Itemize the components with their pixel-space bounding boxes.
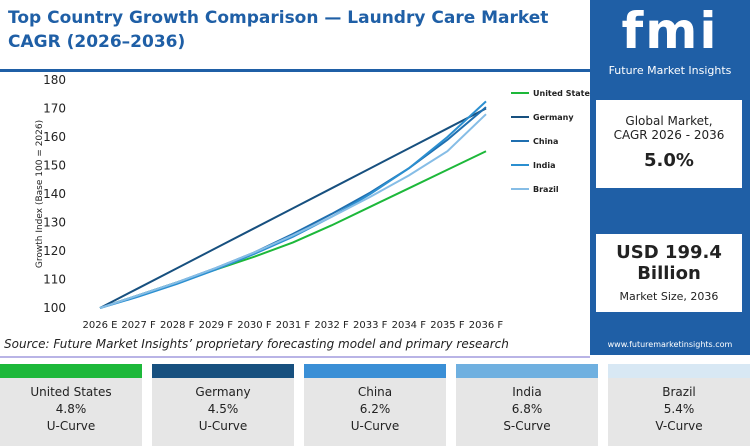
- brand: Future Market Insights: [608, 64, 732, 77]
- x-tick-label: 2030 F: [237, 320, 272, 331]
- chart: Growth Index (Base 100 = 2026) 100 110 120 1…: [35, 73, 590, 331]
- source: Source: Future Market Insights’ propriet…: [4, 337, 509, 351]
- y-tick-label: 110: [43, 273, 66, 287]
- y-tick-label: 100: [43, 301, 66, 315]
- legend-label: India: [533, 161, 556, 170]
- x-tick-label: 2036 F: [469, 320, 504, 331]
- y-tick-label: 150: [43, 159, 66, 173]
- y-tick-label: 140: [43, 187, 66, 201]
- card-cagr: 4.5%: [207, 402, 239, 416]
- series-line: [99, 107, 487, 309]
- card-bar: [608, 364, 750, 378]
- card-country: China: [357, 385, 393, 399]
- card-cagr: 6.8%: [511, 402, 543, 416]
- series-line: [99, 113, 487, 309]
- y-tick-label: 120: [43, 244, 66, 258]
- card-bar: [0, 364, 142, 378]
- x-tick-label: 2026 E: [83, 320, 118, 331]
- legend-label: Brazil: [533, 185, 559, 194]
- y-tick-label: 170: [43, 102, 66, 116]
- card-bar: [304, 364, 446, 378]
- card-curve: U-Curve: [46, 419, 96, 433]
- side-panel: fmi Future Market Insights Global Market…: [590, 0, 750, 355]
- url: www.futuremarketinsights.com: [607, 340, 733, 349]
- x-tick-label: 2033 F: [353, 320, 388, 331]
- card-cagr: 6.2%: [359, 402, 391, 416]
- cagr-label: CAGR 2026 - 2036: [613, 128, 725, 142]
- card-country: United States: [30, 385, 112, 399]
- card-curve: S-Curve: [503, 419, 551, 433]
- title-rule: [0, 69, 590, 72]
- size-card: USD 199.4 Billion Market Size, 2036: [596, 234, 742, 312]
- y-tick-label: 180: [43, 73, 66, 87]
- separator: [0, 356, 590, 358]
- size-label: Market Size, 2036: [619, 290, 719, 303]
- card-curve: U-Curve: [350, 419, 400, 433]
- card-curve: U-Curve: [198, 419, 248, 433]
- logo: fmi: [621, 2, 719, 60]
- x-tick-label: 2027 F: [121, 320, 156, 331]
- card-cagr: 4.8%: [55, 402, 87, 416]
- card-cagr: 5.4%: [663, 402, 695, 416]
- country-card: Brazil 5.4% V-Curve: [608, 364, 750, 446]
- card-curve: V-Curve: [655, 419, 703, 433]
- cagr-label: Global Market,: [625, 114, 713, 128]
- card-country: India: [512, 385, 542, 399]
- x-tick-label: 2029 F: [199, 320, 234, 331]
- x-tick-label: 2032 F: [314, 320, 349, 331]
- size-value: USD 199.4: [616, 242, 722, 263]
- x-tick-label: 2028 F: [160, 320, 195, 331]
- chart-title: Top Country Growth Comparison — Laundry …: [8, 8, 549, 52]
- legend-label: China: [533, 137, 558, 146]
- card-bar: [152, 364, 294, 378]
- card-country: Brazil: [662, 385, 696, 399]
- country-card: India 6.8% S-Curve: [456, 364, 598, 446]
- country-card: Germany 4.5% U-Curve: [152, 364, 294, 446]
- size-value: Billion: [637, 263, 701, 284]
- series-line: [99, 100, 487, 309]
- cagr-card: Global Market, CAGR 2026 - 2036 5.0%: [596, 100, 742, 188]
- x-tick-label: 2034 F: [392, 320, 427, 331]
- card-bar: [456, 364, 598, 378]
- series-line: [99, 150, 487, 309]
- legend-label: United States: [533, 89, 590, 98]
- y-tick-label: 160: [43, 130, 66, 144]
- x-tick-label: 2035 F: [430, 320, 465, 331]
- country-card: United States 4.8% U-Curve: [0, 364, 142, 446]
- y-axis-title: Growth Index (Base 100 = 2026): [35, 120, 45, 268]
- country-card: China 6.2% U-Curve: [304, 364, 446, 446]
- card-country: Germany: [195, 385, 251, 399]
- x-tick-label: 2031 F: [276, 320, 311, 331]
- y-tick-label: 130: [43, 216, 66, 230]
- cagr-value: 5.0%: [644, 150, 694, 171]
- legend-label: Germany: [533, 113, 574, 122]
